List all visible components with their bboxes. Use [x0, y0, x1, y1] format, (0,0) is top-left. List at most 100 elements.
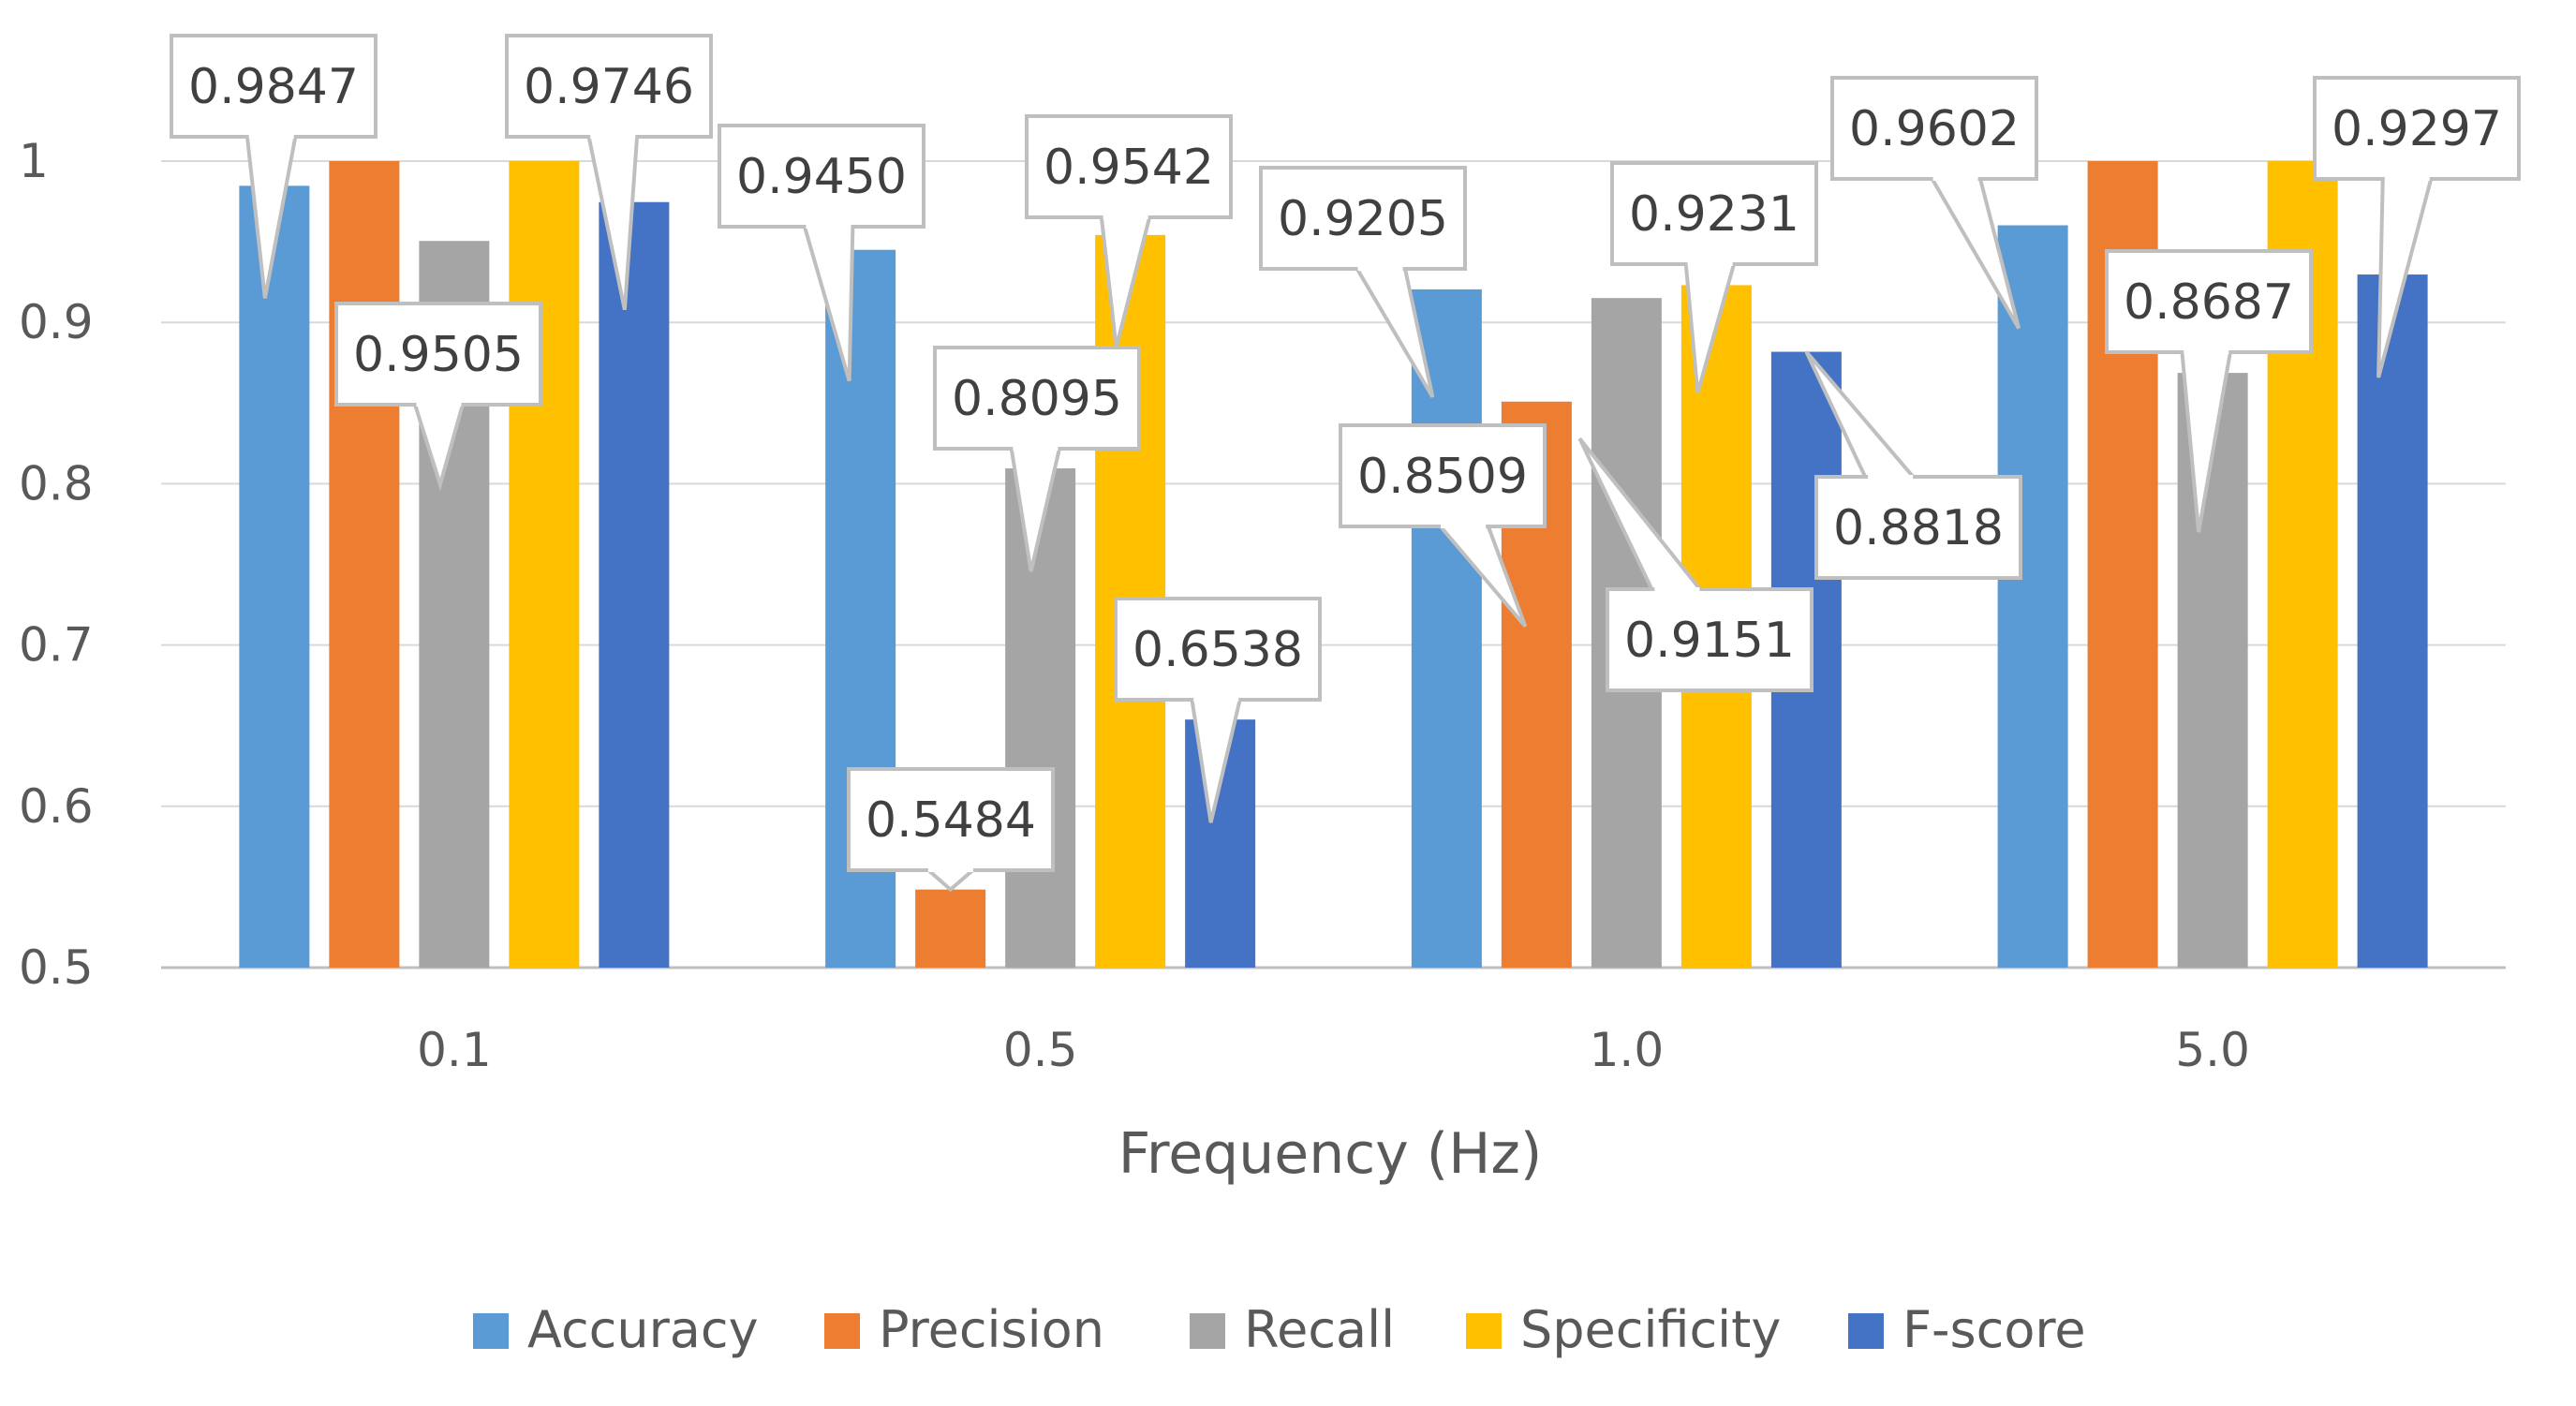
callout-box — [2313, 76, 2521, 181]
data-label: 0.8509 — [1357, 449, 1528, 505]
callout-seam — [1357, 263, 1403, 271]
data-callout-specificity: 0.9542 — [1025, 114, 1233, 348]
data-label: 0.9746 — [524, 59, 694, 115]
y-tick-label: 0.9 — [19, 295, 94, 349]
bar-f-score — [2357, 274, 2428, 968]
data-callout-recall: 0.8687 — [2105, 249, 2313, 533]
callout-box — [933, 346, 1141, 451]
data-label: 0.9542 — [1044, 140, 1214, 196]
callout-seam — [1193, 694, 1239, 702]
callout-box — [1114, 597, 1322, 702]
data-label: 0.9151 — [1624, 613, 1795, 669]
legend-swatch — [1848, 1313, 1884, 1349]
y-tick-label: 0.6 — [19, 779, 94, 834]
legend-label: F-score — [1902, 1300, 2086, 1359]
bar-accuracy — [1997, 225, 2068, 969]
callout-seam — [1687, 259, 1733, 266]
callout-box — [718, 124, 925, 229]
data-label: 0.9231 — [1629, 186, 1799, 243]
data-label: 0.8818 — [1833, 500, 2004, 556]
legend-item-precision: Precision — [824, 1300, 1104, 1359]
bar-precision — [329, 161, 400, 968]
x-tick-label: 0.5 — [1003, 1023, 1078, 1077]
data-callout-accuracy: 0.9847 — [170, 34, 378, 299]
data-label: 0.9602 — [1849, 101, 2020, 157]
bar-accuracy — [239, 185, 310, 968]
callout-box — [1606, 587, 1814, 692]
x-tick-label: 0.1 — [417, 1023, 492, 1077]
callout-seam — [1932, 173, 1978, 181]
legend-layer: Accuracy Precision Recall Specificity F-scor… — [473, 1300, 2086, 1359]
legend-swatch — [473, 1313, 509, 1349]
callout-box — [1025, 114, 1233, 219]
y-tick-label: 0.8 — [19, 456, 94, 511]
x-tick-label: 1.0 — [1590, 1023, 1665, 1077]
data-label: 0.9450 — [736, 149, 907, 205]
data-label: 0.9297 — [2332, 101, 2502, 157]
callout-seam — [416, 399, 462, 407]
legend-item-recall: Recall — [1190, 1300, 1395, 1359]
callout-box — [847, 767, 1055, 872]
bar-accuracy — [1411, 289, 1482, 968]
x-tick-label: 5.0 — [2175, 1023, 2250, 1077]
legend-label: Recall — [1244, 1300, 1395, 1359]
callout-box — [170, 34, 378, 139]
callout-layer: 0.9847 0.9450 0.9205 0.9602 0.5484 0.8509 0.95… — [170, 34, 2521, 893]
data-callout-accuracy: 0.9205 — [1259, 166, 1467, 398]
data-callout-accuracy: 0.9602 — [1830, 76, 2038, 330]
callout-box — [1259, 166, 1467, 271]
bar-f-score — [599, 201, 670, 969]
callout-seam — [1103, 212, 1148, 219]
data-callout-accuracy: 0.9450 — [718, 124, 925, 382]
callout-seam — [927, 865, 973, 872]
y-tick-label: 0.5 — [19, 940, 94, 995]
bar-precision — [915, 889, 986, 968]
bar-recall — [2177, 373, 2248, 968]
callout-box — [1830, 76, 2038, 181]
data-callout-recall: 0.9151 — [1577, 437, 1814, 692]
data-label: 0.8687 — [2124, 274, 2294, 331]
callout-seam — [2384, 173, 2430, 181]
data-label: 0.8095 — [952, 371, 1122, 427]
axis-layer: 0.5 0.6 0.7 0.8 0.9 1 0.1 0.5 1.0 5.0 — [19, 134, 2250, 1077]
data-callout-f-score: 0.8818 — [1804, 350, 2022, 580]
legend-swatch — [1190, 1313, 1225, 1349]
callout-box — [334, 302, 542, 407]
callout-seam — [2184, 347, 2229, 354]
data-callout-recall: 0.9505 — [334, 302, 542, 492]
legend-item-specificity: Specificity — [1466, 1300, 1781, 1359]
data-callout-specificity: 0.9231 — [1610, 161, 1818, 393]
data-callout-precision: 0.5484 — [847, 767, 1055, 893]
legend-item-accuracy: Accuracy — [473, 1300, 759, 1359]
callout-seam — [1654, 587, 1700, 595]
callout-seam — [1013, 443, 1059, 451]
callout-box — [1339, 423, 1547, 528]
data-callout-f-score: 0.9297 — [2313, 76, 2521, 378]
callout-seam — [806, 221, 851, 229]
data-label: 0.6538 — [1133, 622, 1303, 678]
bar-layer — [239, 161, 2428, 969]
legend-swatch — [824, 1313, 860, 1349]
data-callout-recall: 0.8095 — [933, 346, 1141, 572]
callout-box — [2105, 249, 2313, 354]
legend-swatch — [1466, 1313, 1502, 1349]
callout-seam — [1441, 521, 1487, 528]
data-label: 0.9505 — [353, 327, 524, 383]
legend-label: Specificity — [1520, 1300, 1781, 1359]
y-tick-label: 1 — [19, 134, 49, 188]
data-label: 0.9847 — [188, 59, 359, 115]
legend-label: Precision — [879, 1300, 1104, 1359]
callout-seam — [248, 131, 294, 139]
data-label: 0.9205 — [1278, 191, 1448, 247]
callout-seam — [590, 131, 636, 139]
bar-specificity — [509, 161, 580, 968]
y-tick-label: 0.7 — [19, 618, 94, 673]
bar-recall — [1005, 468, 1076, 968]
legend-item-f-score: F-score — [1848, 1300, 2086, 1359]
data-callout-precision: 0.8509 — [1339, 423, 1547, 629]
callout-seam — [1868, 475, 1914, 482]
data-label: 0.5484 — [866, 792, 1036, 849]
callout-box — [1814, 475, 2022, 580]
